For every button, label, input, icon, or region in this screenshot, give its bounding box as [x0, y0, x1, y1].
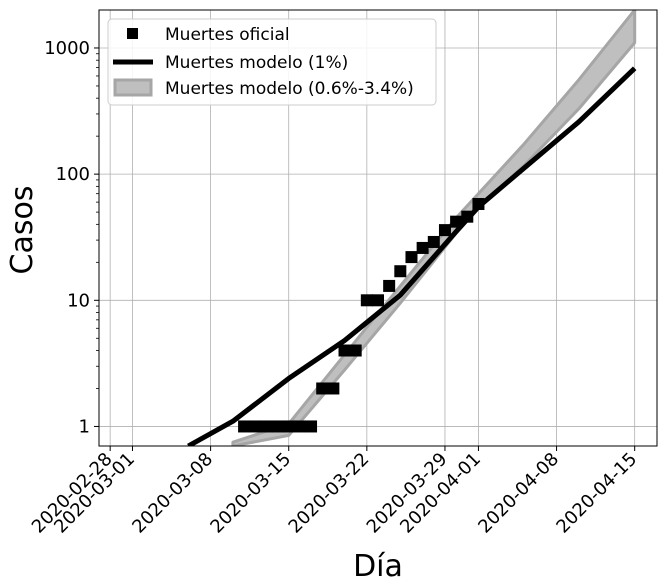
x-tick-label: 2020-04-15: [552, 449, 641, 538]
legend: Muertes oficial Muertes modelo (1%) Muer…: [107, 18, 437, 106]
plot-frame: [98, 9, 658, 447]
observed-point: [327, 382, 340, 395]
observed-point: [450, 215, 463, 228]
observed-point: [338, 344, 351, 357]
y-tick-label: 100: [56, 164, 90, 185]
observed-point: [360, 294, 373, 307]
observed-point: [238, 420, 251, 433]
model-line-path: [187, 66, 637, 446]
observed-point: [427, 235, 440, 248]
observed-point: [472, 197, 485, 210]
y-axis: 1 10 100 1000: [44, 38, 99, 437]
model-line: [187, 66, 637, 446]
x-tick-label: 2020-04-08: [474, 449, 563, 538]
legend-marker-observed: [127, 28, 138, 39]
legend-marker-model-band: [113, 78, 153, 97]
observed-markers: [238, 197, 485, 433]
x-axis: 2020-02-282020-03-012020-03-082020-03-15…: [28, 446, 641, 538]
y-axis-title: Casos: [5, 186, 40, 275]
legend-label-model-band: Muertes modelo (0.6%-3.4%): [165, 79, 414, 99]
y-tick-label: 10: [67, 290, 90, 311]
observed-point: [416, 241, 429, 254]
legend-label-model-line: Muertes modelo (1%): [165, 53, 348, 73]
observed-point: [394, 265, 407, 278]
x-axis-title: Día: [353, 549, 403, 584]
legend-label-observed: Muertes oficial: [165, 25, 290, 45]
observed-point: [438, 224, 451, 237]
legend-box: [107, 18, 437, 106]
observed-point: [293, 420, 306, 433]
observed-point: [249, 420, 262, 433]
x-tick-label: 2020-03-08: [128, 449, 217, 538]
observed-point: [316, 382, 329, 395]
model-band-area: [231, 10, 637, 446]
observed-point: [349, 344, 362, 357]
observed-point: [305, 420, 318, 433]
x-tick-label: 2020-03-15: [206, 449, 295, 538]
model-band: [231, 10, 637, 446]
observed-point: [372, 294, 384, 307]
observed-point: [271, 420, 284, 433]
y-tick-label: 1: [79, 416, 90, 437]
observed-point: [405, 251, 418, 264]
observed-point: [383, 279, 396, 292]
observed-point: [282, 420, 295, 433]
observed-point: [461, 210, 474, 223]
observed-point: [260, 420, 273, 433]
x-tick-label: 2020-03-22: [285, 449, 374, 538]
y-tick-label: 1000: [44, 38, 90, 59]
